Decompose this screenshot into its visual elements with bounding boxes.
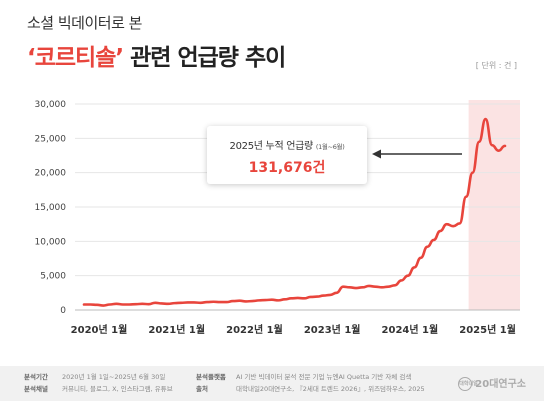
chart-title: ‘코르티솔’ 관련 언급량 추이 (27, 38, 286, 72)
x-tick-label: 2020년 1월 (71, 323, 128, 336)
series-line (82, 117, 507, 307)
source-key: 출처 (196, 385, 208, 393)
brand-name: 20대연구소 (475, 379, 526, 390)
y-tick-label: 15,000 (35, 203, 67, 213)
y-tick-label: 0 (60, 306, 66, 316)
callout-label-main: 2025년 누적 언급량 (229, 141, 314, 152)
y-tick-label: 30,000 (35, 100, 67, 110)
callout-box: 2025년 누적 언급량 (1월~6월) 131,676건 (207, 126, 367, 184)
platform-value: AI 기반 빅데이터 분석 전문 기업 뉴엔AI Quetta 기반 자체 검색 (236, 373, 412, 381)
line-chart: 0 5,000 10,000 15,000 20,000 25,000 30,000 202… (35, 100, 520, 336)
x-tick-label: 2025년 1월 (459, 323, 516, 336)
callout-label: 2025년 누적 언급량 (1월~6월) (207, 137, 367, 152)
footer: 분석기간 2020년 1월 1일~2025년 6월 30일 분석채널 커뮤니티,… (0, 366, 544, 401)
channel-key: 분석채널 (24, 385, 48, 393)
callout-arrow-head (372, 149, 381, 159)
callout-value: 131,676건 (248, 160, 326, 176)
y-tick-label: 25,000 (35, 134, 67, 144)
title-rest: 관련 언급량 추이 (123, 45, 286, 71)
brand-logo: 대학내일20대연구소 (458, 377, 526, 391)
period-value: 2020년 1월 1일~2025년 6월 30일 (62, 373, 166, 381)
period-key: 분석기간 (24, 373, 48, 381)
chart-subtitle: 소셜 빅데이터로 본 (27, 14, 142, 32)
x-tick-label: 2021년 1월 (148, 323, 205, 336)
highlight-band (468, 100, 520, 310)
x-tick-label: 2023년 1월 (304, 323, 361, 336)
platform-key: 분석플랫폼 (196, 373, 226, 381)
x-tick-label: 2022년 1월 (226, 323, 283, 336)
unit-label: [ 단위 : 건 ] (475, 61, 517, 70)
source-value: 대학내일20대연구소, 『2세대 트렌드 2026』, 위즈덤하우스, 2025 (236, 385, 425, 393)
channel-value: 커뮤니티, 블로그, X, 인스타그램, 유튜브 (62, 385, 173, 393)
title-highlight: ‘코르티솔’ (27, 45, 124, 71)
callout-label-small: (1월~6월) (315, 143, 345, 151)
x-tick-label: 2024년 1월 (382, 323, 439, 336)
y-tick-label: 10,000 (35, 237, 67, 247)
y-tick-label: 20,000 (35, 169, 67, 179)
brand-mark: 대학내일 (458, 377, 478, 391)
y-tick-label: 5,000 (40, 272, 66, 282)
